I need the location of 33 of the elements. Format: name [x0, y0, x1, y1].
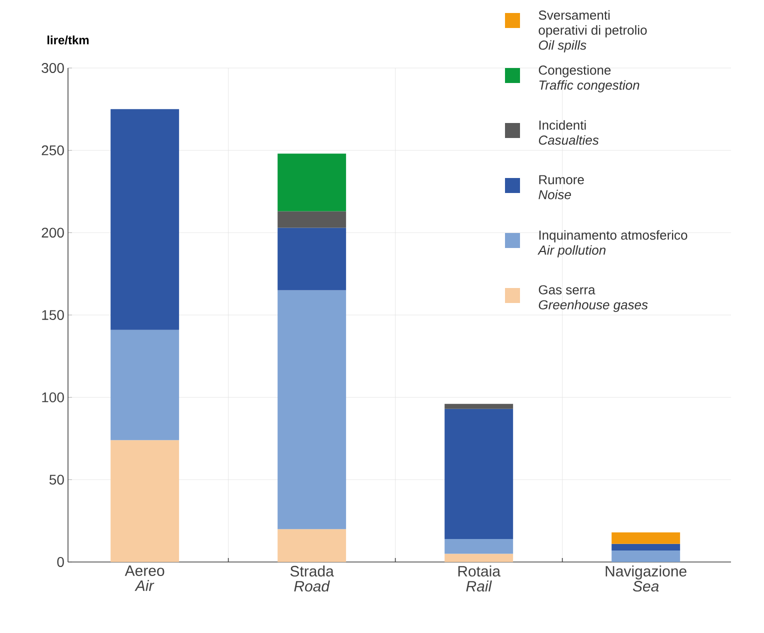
y-tick-label: 0: [57, 557, 64, 567]
x-tick-label: Rotaia Rail: [458, 566, 501, 592]
y-tick-label: 250: [42, 145, 64, 156]
y-tick-label: 50: [49, 474, 64, 485]
legend-label: Inquinamento atmosferico Air pollution: [538, 230, 688, 258]
bar: [278, 154, 346, 212]
bar: [444, 408, 514, 539]
legend-label: Incidenti Casualties: [538, 120, 599, 145]
legend-label: Gas serra Greenhouse gases: [538, 285, 648, 312]
bar: [110, 440, 180, 562]
bar: [612, 544, 680, 550]
bar: [612, 550, 680, 562]
bar: [110, 109, 180, 330]
x-tick-label: Strada Road: [290, 566, 334, 592]
bar: [278, 529, 346, 562]
y-tick-label: 200: [42, 228, 64, 238]
legend-label: Congestione Traffic congestion: [538, 65, 640, 92]
y-axis-title: lire/tkm: [47, 36, 89, 44]
bar: [278, 211, 346, 228]
legend-label: Sversamenti operativi di petrolio Oil spills: [538, 10, 647, 52]
x-tick-label: Aereo Air: [124, 566, 164, 591]
bar: [612, 532, 680, 544]
bar: [278, 228, 346, 290]
bar: [110, 330, 180, 440]
y-tick-label: 150: [42, 310, 64, 320]
bar: [444, 554, 514, 562]
y-tick-label: 100: [42, 392, 64, 402]
y-tick-label: 300: [42, 63, 64, 73]
legend-label: Rumore Noise: [538, 175, 584, 200]
x-tick-label: Navigazione Sea: [606, 566, 686, 592]
bar: [444, 404, 514, 409]
bar: [278, 290, 346, 530]
bar: [444, 538, 514, 554]
